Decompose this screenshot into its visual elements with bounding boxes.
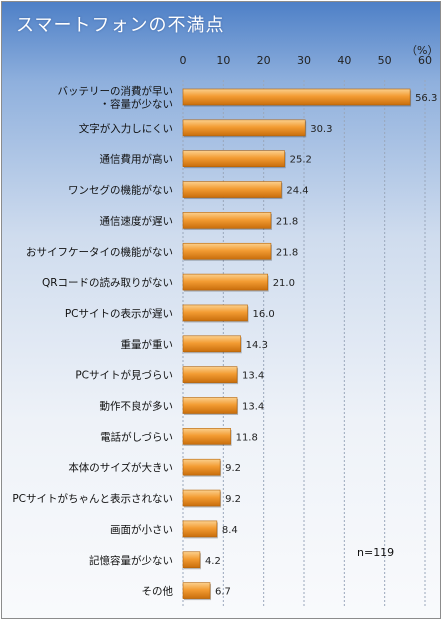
- category-label: ・容量が少ない: [100, 98, 174, 111]
- bar: [182, 335, 241, 353]
- category-label: 動作不良が多い: [100, 400, 174, 413]
- value-label: 21.8: [276, 247, 298, 258]
- value-label: 6.7: [215, 587, 231, 598]
- bar: [182, 428, 231, 445]
- value-label: 4.2: [205, 556, 221, 567]
- category-label: 重量が重い: [121, 338, 174, 351]
- category-label: ワンセグの機能がない: [68, 184, 173, 197]
- sample-size-note: n=119: [357, 546, 395, 559]
- bar: [182, 458, 221, 476]
- bar: [182, 212, 272, 229]
- bar: [182, 366, 238, 383]
- bar: [182, 88, 411, 106]
- value-label: 11.8: [236, 432, 258, 443]
- category-label: 通信費用が高い: [100, 153, 174, 166]
- chart-title: スマートフォンの不満点: [16, 15, 225, 36]
- category-label: QRコードの読み取りがない: [42, 276, 173, 289]
- category-label: PCサイトが見づらい: [75, 369, 173, 382]
- x-tick-label: 20: [257, 54, 271, 67]
- bar: [182, 582, 211, 599]
- category-label: 文字が入力しにくい: [79, 122, 173, 135]
- value-label: 8.4: [222, 525, 238, 536]
- category-label: 本体のサイズが大きい: [68, 461, 173, 474]
- bar: [182, 242, 272, 260]
- value-label: 30.3: [310, 124, 332, 135]
- bar: [182, 273, 268, 291]
- category-label: 記憶容量が少ない: [89, 554, 173, 567]
- value-label: 21.0: [273, 278, 295, 289]
- category-labels: バッテリーの消費が早い・容量が少ない文字が入力しにくい通信費用が高いワンセグの機…: [12, 85, 173, 598]
- x-tick-label: 30: [297, 54, 311, 67]
- bar: [182, 304, 248, 322]
- value-label: 9.2: [225, 463, 241, 474]
- bars: [182, 88, 412, 601]
- value-label: 14.3: [246, 340, 268, 351]
- value-label: 56.3: [415, 93, 437, 104]
- bar: [182, 119, 306, 137]
- category-label: その他: [142, 585, 174, 598]
- bar: [182, 520, 218, 538]
- category-label: PCサイトの表示が遅い: [65, 307, 173, 320]
- value-label: 24.4: [286, 186, 308, 197]
- value-labels: 56.3 30.3 25.2 24.4 21.8 21.8 21.0 16.0 14.3 13.4…: [205, 93, 437, 598]
- bar: [182, 397, 238, 414]
- x-tick-label: 10: [216, 54, 230, 67]
- bar: [182, 150, 285, 167]
- bar: [182, 551, 201, 569]
- category-label: バッテリーの消費が早い: [58, 85, 174, 98]
- unit-label: （%）: [406, 44, 439, 57]
- bar: [182, 489, 221, 507]
- x-axis-ticks: 0 10 20 30 40 50 60: [180, 54, 433, 67]
- x-tick-label: 0: [180, 54, 187, 67]
- value-label: 13.4: [242, 371, 264, 382]
- value-label: 13.4: [242, 402, 264, 413]
- category-label: 通信速度が遅い: [100, 214, 174, 227]
- value-label: 9.2: [225, 494, 241, 505]
- value-label: 16.0: [253, 309, 275, 320]
- category-label: おサイフケータイの機能がない: [26, 245, 173, 258]
- value-label: 21.8: [276, 216, 298, 227]
- category-label: PCサイトがちゃんと表示されない: [12, 492, 173, 505]
- category-label: 電話がしづらい: [100, 430, 173, 443]
- value-label: 25.2: [290, 155, 312, 166]
- x-tick-label: 50: [378, 54, 392, 67]
- bar: [182, 181, 282, 198]
- x-tick-label: 60: [418, 54, 432, 67]
- category-label: 画面が小さい: [110, 523, 173, 536]
- x-tick-label: 40: [337, 54, 351, 67]
